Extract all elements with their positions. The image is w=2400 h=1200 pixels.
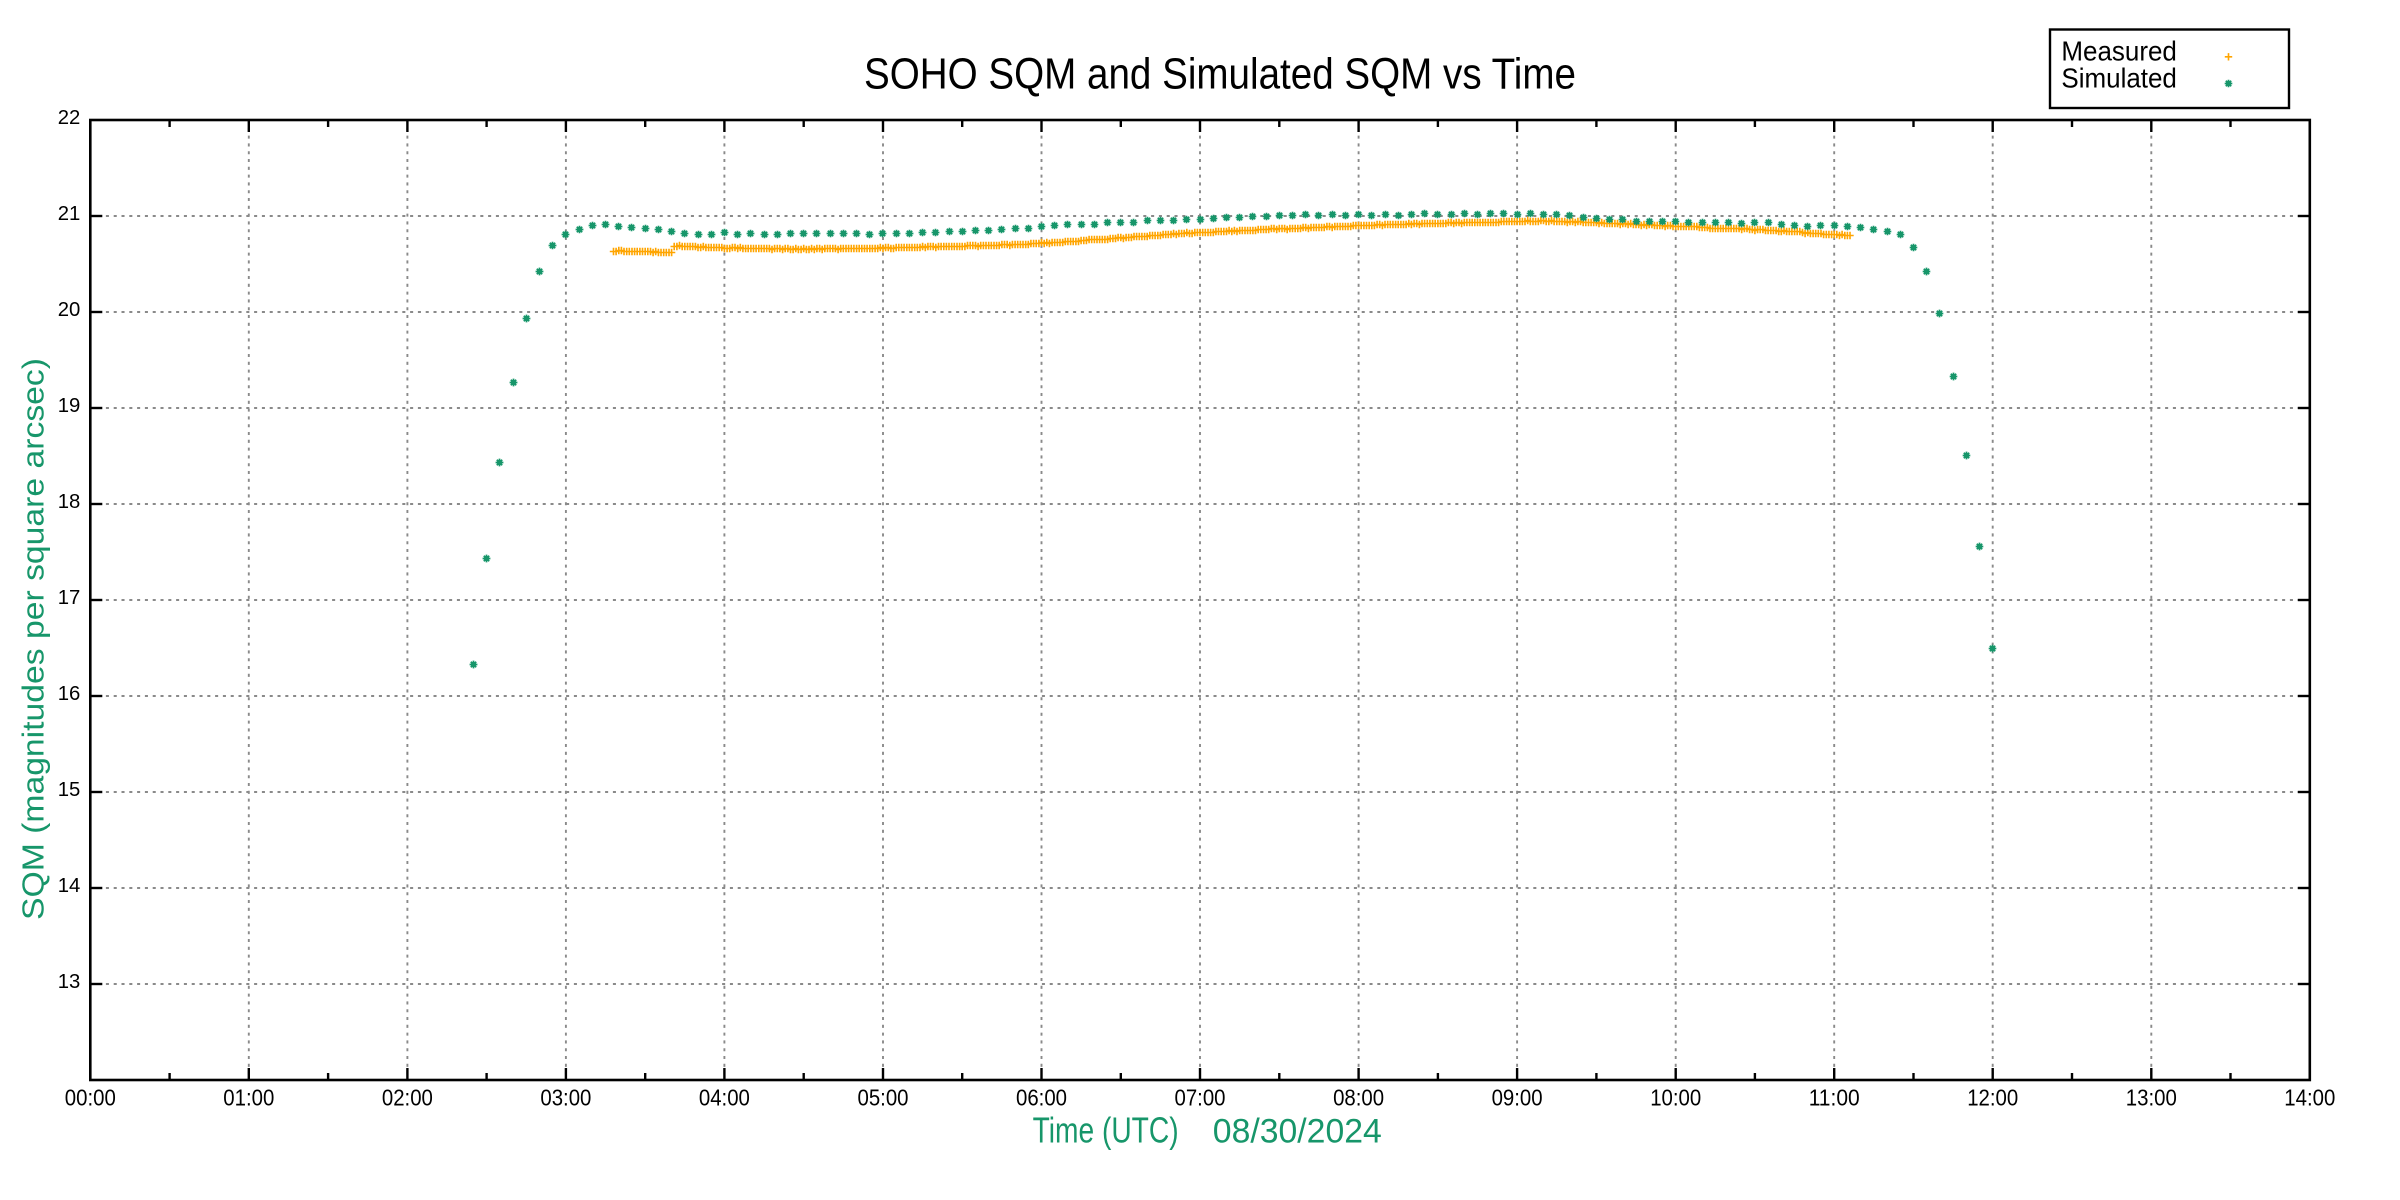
- svg-text:04:00: 04:00: [699, 1084, 750, 1110]
- svg-text:13:00: 13:00: [2126, 1084, 2177, 1110]
- svg-text:Time (UTC): Time (UTC): [1033, 1110, 1179, 1151]
- svg-text:07:00: 07:00: [1175, 1084, 1226, 1110]
- svg-text:03:00: 03:00: [540, 1084, 591, 1110]
- svg-text:09:00: 09:00: [1492, 1084, 1543, 1110]
- svg-text:22: 22: [58, 107, 81, 129]
- svg-text:11:00: 11:00: [1809, 1084, 1860, 1110]
- svg-text:13: 13: [58, 971, 81, 993]
- svg-text:08:00: 08:00: [1333, 1084, 1384, 1110]
- svg-text:06:00: 06:00: [1016, 1084, 1067, 1110]
- svg-text:19: 19: [58, 395, 81, 417]
- svg-text:02:00: 02:00: [382, 1084, 433, 1110]
- svg-text:14: 14: [58, 875, 81, 897]
- svg-text:12:00: 12:00: [1967, 1084, 2018, 1110]
- svg-text:15: 15: [58, 779, 81, 801]
- svg-text:Simulated: Simulated: [2061, 63, 2177, 94]
- svg-text:14:00: 14:00: [2284, 1084, 2335, 1110]
- svg-text:01:00: 01:00: [223, 1084, 274, 1110]
- svg-text:17: 17: [58, 587, 81, 609]
- svg-text:18: 18: [58, 491, 81, 513]
- svg-text:Measured: Measured: [2061, 35, 2177, 66]
- svg-text:08/30/2024: 08/30/2024: [1213, 1113, 1382, 1151]
- svg-text:SOHO SQM and Simulated SQM vs: SOHO SQM and Simulated SQM vs Time: [864, 50, 1576, 99]
- svg-text:05:00: 05:00: [858, 1084, 909, 1110]
- svg-text:SQM (magnitudes per square arc: SQM (magnitudes per square arcsec): [16, 358, 51, 920]
- svg-text:20: 20: [58, 299, 81, 321]
- svg-text:00:00: 00:00: [65, 1084, 116, 1110]
- svg-text:10:00: 10:00: [1650, 1084, 1701, 1110]
- svg-text:21: 21: [58, 203, 81, 225]
- svg-text:16: 16: [58, 683, 81, 705]
